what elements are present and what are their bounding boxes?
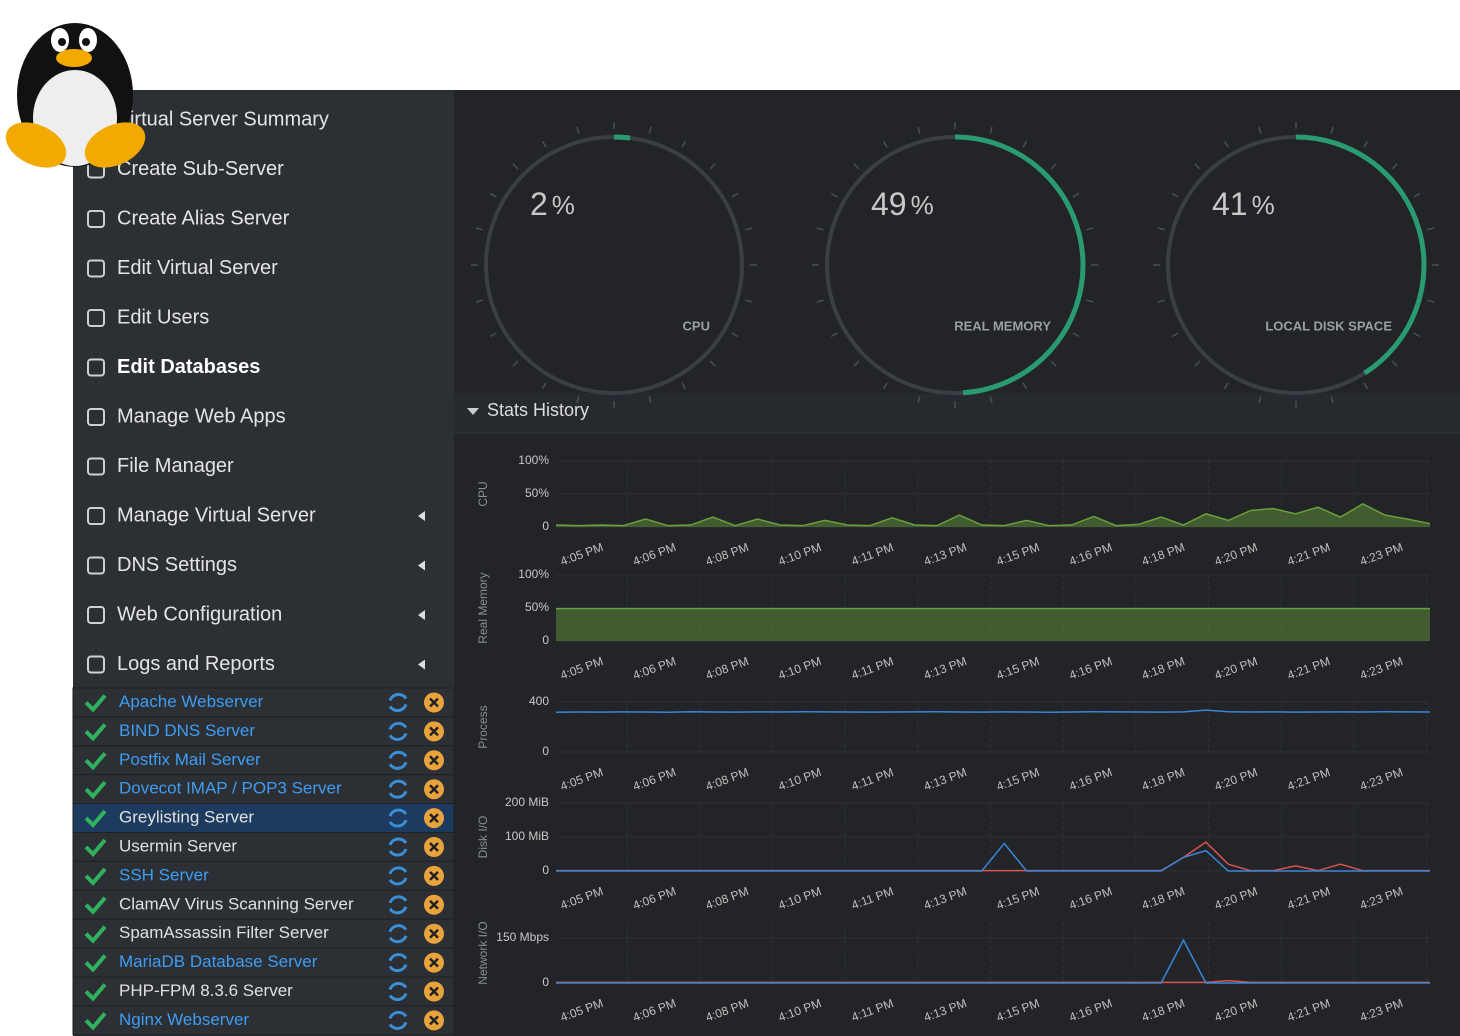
service-row: ClamAV Virus Scanning Server	[73, 890, 454, 919]
y-tick-label: 100%	[518, 453, 549, 467]
gauge-unit: %	[552, 190, 575, 220]
y-tick-label: 0	[542, 519, 549, 533]
menu-label: Manage Web Apps	[117, 405, 286, 427]
menu-label: Create Sub-Server	[117, 158, 284, 180]
y-axis-title: Real Memory	[476, 572, 490, 643]
service-name[interactable]: Dovecot IMAP / POP3 Server	[119, 779, 342, 798]
service-row: Usermin Server	[73, 833, 454, 862]
series-area	[556, 609, 1430, 641]
service-row: Dovecot IMAP / POP3 Server	[73, 775, 454, 804]
y-tick-label: 0	[542, 863, 549, 877]
gauge-label: CPU	[683, 318, 710, 333]
y-tick-label: 0	[542, 975, 549, 989]
service-name: SpamAssassin Filter Server	[119, 923, 329, 942]
service-row: Nginx Webserver	[73, 1006, 454, 1035]
menu-label: DNS Settings	[117, 554, 237, 576]
gauge-number: 49	[871, 186, 907, 222]
service-row: SpamAssassin Filter Server	[73, 919, 454, 948]
section-title: Stats History	[487, 400, 589, 420]
y-tick-label: 100%	[518, 567, 549, 581]
menu-item[interactable]: Manage Web Apps	[88, 405, 286, 427]
gauge-value: 49%	[871, 186, 934, 222]
y-tick-label: 100 MiB	[505, 829, 549, 843]
menu-label: Create Alias Server	[117, 207, 290, 229]
y-tick-label: 0	[542, 744, 549, 758]
service-name[interactable]: Nginx Webserver	[119, 1010, 249, 1029]
service-name: ClamAV Virus Scanning Server	[119, 894, 354, 913]
service-name[interactable]: BIND DNS Server	[119, 721, 255, 740]
y-tick-label: 50%	[525, 600, 549, 614]
service-row: Postfix Mail Server	[73, 746, 454, 775]
service-name: Greylisting Server	[119, 808, 254, 827]
gauge-unit: %	[1252, 190, 1275, 220]
y-tick-label: 400	[529, 694, 549, 708]
stats-header	[454, 393, 1460, 433]
menu-label: File Manager	[117, 455, 234, 477]
menu-label: Web Configuration	[117, 603, 282, 625]
menu-label: Edit Databases	[117, 356, 260, 378]
gauge-value: 2%	[530, 186, 575, 222]
menu-label: Edit Virtual Server	[117, 257, 278, 279]
y-tick-label: 150 Mbps	[496, 930, 549, 944]
service-row: Greylisting Server	[73, 804, 454, 833]
service-name[interactable]: SSH Server	[119, 865, 209, 884]
y-tick-label: 50%	[525, 486, 549, 500]
service-name[interactable]: Apache Webserver	[119, 692, 264, 711]
y-axis-title: Process	[476, 705, 490, 748]
service-name: PHP-FPM 8.3.6 Server	[119, 981, 293, 1000]
logo	[0, 23, 152, 177]
gauge-label: REAL MEMORY	[954, 318, 1051, 333]
gauge-number: 2	[530, 186, 548, 222]
gauge-arc	[614, 137, 630, 138]
menu-item[interactable]: Create Alias Server	[88, 207, 290, 229]
gauge-label: LOCAL DISK SPACE	[1265, 318, 1392, 333]
y-tick-label: 200 MiB	[505, 795, 549, 809]
gauge-unit: %	[911, 190, 934, 220]
service-name[interactable]: Postfix Mail Server	[119, 750, 261, 769]
service-row: BIND DNS Server	[73, 717, 454, 746]
service-row: MariaDB Database Server	[73, 948, 454, 977]
menu-label: Manage Virtual Server	[117, 504, 316, 526]
service-name: Usermin Server	[119, 836, 237, 855]
service-row: PHP-FPM 8.3.6 Server	[73, 977, 454, 1006]
y-axis-title: CPU	[476, 481, 490, 506]
menu-label: Virtual Server Summary	[117, 108, 329, 130]
service-name[interactable]: MariaDB Database Server	[119, 952, 318, 971]
y-tick-label: 0	[542, 633, 549, 647]
menu-item[interactable]: Edit Virtual Server	[88, 257, 278, 279]
y-axis-title: Disk I/O	[476, 816, 490, 859]
menu-label: Edit Users	[117, 306, 209, 328]
service-row: SSH Server	[73, 861, 454, 890]
menu-label: Logs and Reports	[117, 653, 275, 675]
gauge-number: 41	[1212, 186, 1248, 222]
service-row: Apache Webserver	[73, 688, 454, 717]
gauge-value: 41%	[1212, 186, 1275, 222]
y-axis-title: Network I/O	[476, 921, 490, 984]
